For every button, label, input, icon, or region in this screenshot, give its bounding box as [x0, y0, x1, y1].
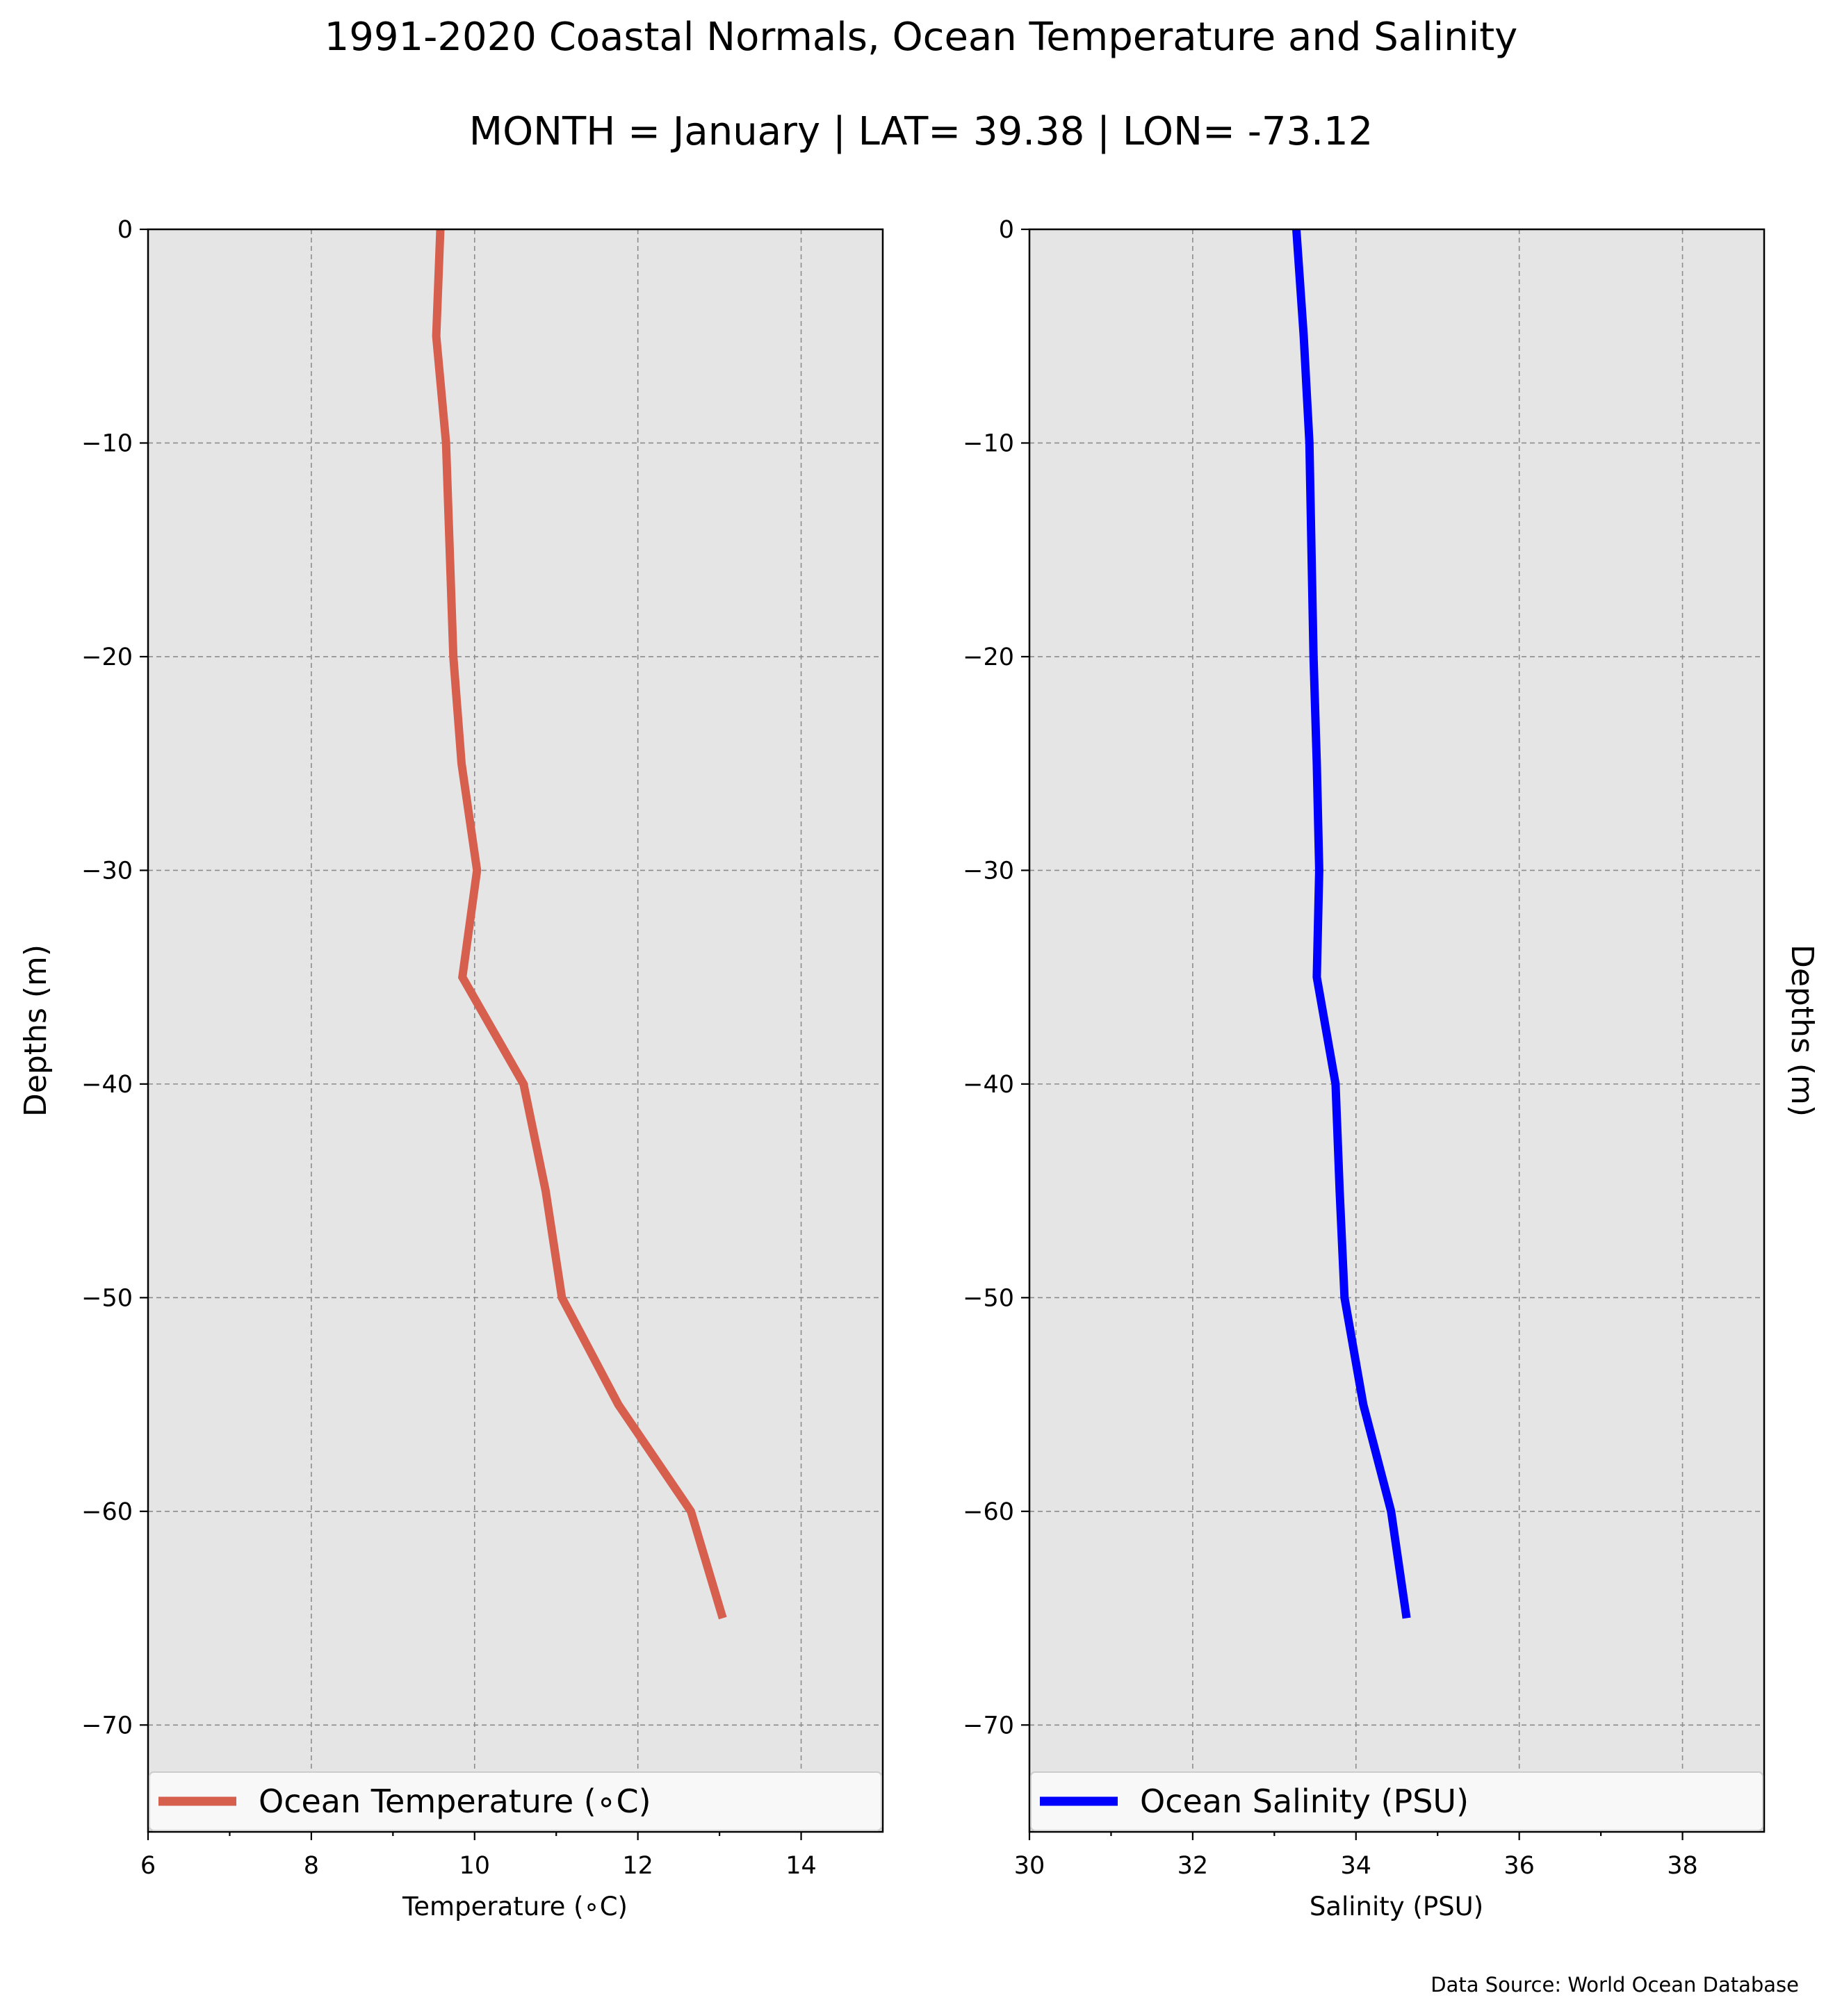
- temperature-y-tick-label: −50: [81, 1284, 133, 1312]
- temperature-y-tick-label: −20: [81, 644, 133, 671]
- temperature-legend-label: Ocean Temperature (∘C): [259, 1783, 651, 1820]
- salinity-y-tick-label: 0: [999, 216, 1014, 244]
- temperature-y-tick-label: −30: [81, 857, 133, 885]
- temperature-y-tick-label: −60: [81, 1498, 133, 1526]
- salinity-y-tick-label: −40: [963, 1071, 1014, 1099]
- temperature-panel: 6 8 10 12 14 0 −10 −20 −30 −40 −50 −60 −70 Ocean Tem…: [18, 216, 884, 1921]
- salinity-y-tick-label: −60: [963, 1498, 1014, 1526]
- temperature-x-tick-label: 8: [304, 1852, 319, 1880]
- salinity-y-tick-label: −20: [963, 644, 1014, 671]
- temperature-x-tick-label: 14: [785, 1852, 817, 1880]
- salinity-ticks: 30 32 34 36 38 0 −10 −20 −30 −40 −50 −60 −70: [963, 216, 1698, 1880]
- temperature-x-tick-label: 12: [622, 1852, 653, 1880]
- temperature-plot-frame: [147, 228, 884, 1833]
- temperature-y-tick-label: −70: [81, 1712, 133, 1739]
- figure-subtitle: MONTH = January | LAT= 39.38 | LON= -73.…: [469, 109, 1373, 154]
- salinity-legend-box: [1030, 1771, 1763, 1831]
- temperature-y-tick-label: 0: [117, 216, 133, 244]
- temperature-ticks: 6 8 10 12 14 0 −10 −20 −30 −40 −50 −60 −70: [81, 216, 817, 1880]
- temperature-y-tick-label: −40: [81, 1071, 133, 1099]
- temperature-plot-background: [148, 229, 883, 1832]
- salinity-y-tick-label: −30: [963, 857, 1014, 885]
- salinity-y-tick-label: −10: [963, 429, 1014, 457]
- salinity-x-tick-label: 36: [1503, 1852, 1535, 1880]
- salinity-series: [1292, 229, 1411, 1619]
- salinity-series-line: [1292, 229, 1411, 1619]
- temperature-x-tick-label: 10: [459, 1852, 491, 1880]
- salinity-x-tick-label: 38: [1667, 1852, 1698, 1880]
- salinity-panel: 30 32 34 36 38 0 −10 −20 −30 −40 −50 −60 −70 Ocean S…: [963, 216, 1820, 1921]
- temperature-x-tick-label: 6: [140, 1852, 156, 1880]
- temperature-legend-box: [149, 1771, 882, 1831]
- salinity-x-tick-label: 34: [1341, 1852, 1372, 1880]
- salinity-x-axis-label: Salinity (PSU): [1310, 1892, 1483, 1921]
- salinity-plot-background: [1029, 229, 1764, 1832]
- salinity-gridlines: [1029, 229, 1764, 1832]
- salinity-x-tick-label: 30: [1014, 1852, 1045, 1880]
- temperature-series: [432, 229, 727, 1620]
- salinity-y-tick-label: −70: [963, 1712, 1014, 1739]
- salinity-legend-label: Ocean Salinity (PSU): [1140, 1783, 1469, 1820]
- salinity-y-tick-label: −50: [963, 1284, 1014, 1312]
- data-source-note: Data Source: World Ocean Database: [1431, 1973, 1799, 1997]
- temperature-legend: Ocean Temperature (∘C): [149, 1771, 882, 1831]
- salinity-x-tick-label: 32: [1177, 1852, 1209, 1880]
- temperature-y-axis-label: Depths (m): [18, 944, 54, 1117]
- figure-title: 1991-2020 Coastal Normals, Ocean Tempera…: [325, 15, 1518, 60]
- salinity-plot-frame: [1028, 228, 1766, 1833]
- salinity-y-axis-label: Depths (m): [1784, 944, 1820, 1117]
- temperature-x-axis-label: Temperature (∘C): [402, 1892, 628, 1921]
- temperature-series-line: [432, 229, 727, 1620]
- temperature-y-tick-label: −10: [81, 429, 133, 457]
- salinity-legend: Ocean Salinity (PSU): [1030, 1771, 1763, 1831]
